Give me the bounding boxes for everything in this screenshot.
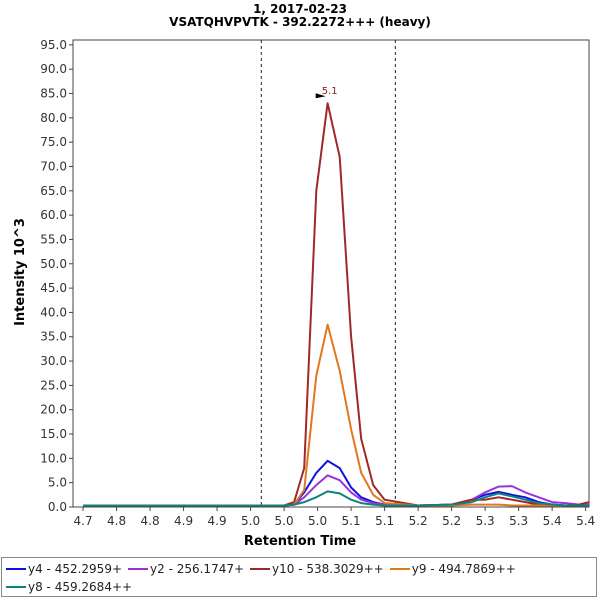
x-tick-label: 5.0	[241, 514, 260, 528]
y-tick-label: 50.0	[40, 257, 67, 271]
legend-label: y10 - 538.3029++	[272, 562, 384, 576]
legend-swatch	[389, 568, 410, 570]
y-tick-label: 10.0	[40, 451, 67, 465]
x-tick-label: 4.9	[208, 514, 227, 528]
y-tick-label: 70.0	[40, 159, 67, 173]
y-tick-label: 40.0	[40, 305, 67, 319]
x-tick-label: 5.3	[509, 514, 528, 528]
legend-label: y4 - 452.2959+	[28, 562, 123, 576]
y-tick-label: 55.0	[40, 232, 67, 246]
y-tick-label: 90.0	[40, 62, 67, 76]
x-tick-label: 5.2	[409, 514, 428, 528]
legend-swatch	[6, 586, 26, 588]
x-tick-label: 5.1	[375, 514, 394, 528]
legend-item: y9 - 494.7869++	[389, 560, 516, 578]
legend-item: y2 - 256.1747+	[128, 560, 244, 578]
y-tick-label: 60.0	[40, 208, 67, 222]
y-tick-label: 0.0	[48, 500, 67, 514]
legend-item: y8 - 459.2684++	[6, 578, 132, 596]
legend-swatch	[250, 568, 271, 570]
plot-frame	[72, 39, 590, 508]
x-tick-label: 5.1	[342, 514, 361, 528]
chromatogram-chart: 1, 2017-02-23 VSATQHVPVTK - 392.2272+++ …	[13, 2, 595, 549]
legend-label: y8 - 459.2684++	[28, 580, 133, 594]
x-tick-label: 4.7	[74, 514, 93, 528]
legend-swatch	[128, 568, 149, 570]
peak-annotation-label: 5.1	[322, 86, 338, 97]
x-tick-label: 5.4	[576, 514, 595, 528]
x-tick-label: 4.8	[141, 514, 160, 528]
y-tick-label: 15.0	[40, 427, 67, 441]
x-axis-label: Retention Time	[244, 534, 356, 549]
y-axis-label: Intensity 10^3	[13, 218, 28, 326]
y-tick-label: 45.0	[40, 281, 67, 295]
x-tick-label: 5.2	[442, 514, 461, 528]
x-tick-label: 5.0	[308, 514, 327, 528]
legend-item: y4 - 452.2959+	[6, 560, 122, 578]
y-tick-label: 5.0	[48, 476, 67, 490]
series-line	[83, 490, 589, 507]
y-tick-label: 35.0	[40, 330, 67, 344]
peak-arrow-icon	[315, 93, 326, 99]
y-tick-label: 30.0	[40, 354, 67, 368]
y-tick-label: 25.0	[40, 378, 67, 392]
y-tick-label: 75.0	[40, 135, 67, 149]
legend-label: y9 - 494.7869++	[411, 562, 516, 576]
y-tick-label: 95.0	[40, 38, 67, 52]
chart-subtitle: VSATQHVPVTK - 392.2272+++ (heavy)	[169, 15, 431, 29]
y-tick-label: 20.0	[40, 403, 67, 417]
legend-item: y10 - 538.3029++	[250, 560, 384, 578]
x-tick-label: 5.4	[543, 514, 562, 528]
legend: y4 - 452.2959+ y2 - 256.1747+ y10 - 538.30…	[1, 557, 597, 597]
legend-swatch	[6, 568, 26, 570]
x-tick-label: 5.3	[476, 514, 495, 528]
y-tick-label: 65.0	[40, 184, 67, 198]
x-tick-label: 5.0	[275, 514, 294, 528]
y-tick-label: 85.0	[40, 87, 67, 101]
y-tick-label: 80.0	[40, 111, 67, 125]
plot-area: 0.0 5.0 10.0 15.0 20.0 25.0 30.0 35.0 40.0 45.0 50…	[40, 38, 595, 528]
legend-label: y2 - 256.1747+	[150, 562, 245, 576]
x-tick-label: 4.8	[107, 514, 126, 528]
x-tick-label: 4.9	[174, 514, 193, 528]
chart-title: 1, 2017-02-23	[253, 2, 347, 16]
